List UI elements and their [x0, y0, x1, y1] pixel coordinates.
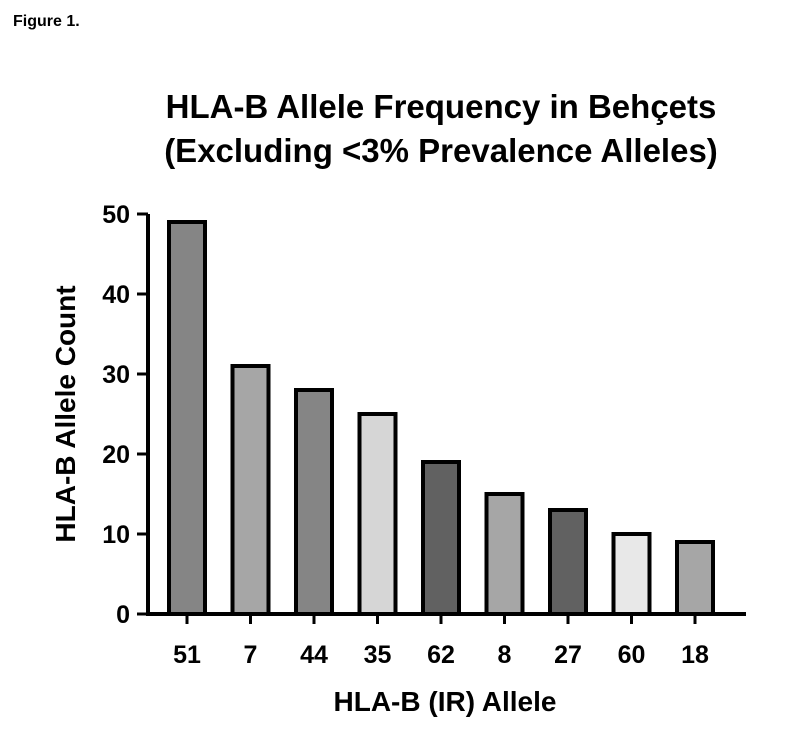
x-axis-title: HLA-B (IR) Allele — [334, 686, 557, 717]
bar-18 — [675, 540, 715, 616]
y-tick-label: 30 — [102, 361, 130, 389]
x-tick-label: 8 — [498, 641, 512, 669]
y-tick-label: 40 — [102, 281, 130, 309]
y-tick-label: 0 — [116, 601, 130, 629]
x-tick-label: 62 — [427, 641, 455, 669]
x-tick-label: 60 — [618, 641, 646, 669]
x-tick-label: 7 — [244, 641, 258, 669]
chart-title-line-1: HLA-B Allele Frequency in Behçets — [166, 88, 717, 125]
x-tick-label: 44 — [300, 641, 328, 669]
bar-60 — [611, 532, 652, 616]
x-tick-label: 35 — [364, 641, 392, 669]
bars-group — [167, 220, 715, 616]
bar-62 — [421, 460, 461, 616]
axes-group — [146, 214, 746, 616]
bar-44 — [294, 388, 334, 616]
bar-27 — [548, 508, 588, 616]
y-ticks-group: 0 10 20 30 40 50 — [102, 201, 148, 629]
bar-8 — [484, 492, 525, 616]
chart-title-line-2: (Excluding <3% Prevalence Alleles) — [164, 132, 718, 169]
y-tick-label: 50 — [102, 201, 130, 229]
y-axis-title: HLA-B Allele Count — [50, 285, 81, 542]
x-tick-label: 51 — [173, 641, 201, 669]
bar-7 — [230, 364, 271, 616]
figure-label: Figure 1. — [13, 13, 80, 30]
bar-51 — [167, 220, 207, 616]
x-ticks-group: 51 7 44 35 62 8 27 60 18 — [173, 614, 709, 669]
y-tick-label: 20 — [102, 441, 130, 469]
bar-35 — [357, 412, 398, 616]
y-tick-label: 10 — [102, 521, 130, 549]
x-tick-label: 27 — [554, 641, 582, 669]
chart-title: HLA-B Allele Frequency in Behçets (Exclu… — [164, 88, 718, 169]
x-tick-label: 18 — [681, 641, 709, 669]
